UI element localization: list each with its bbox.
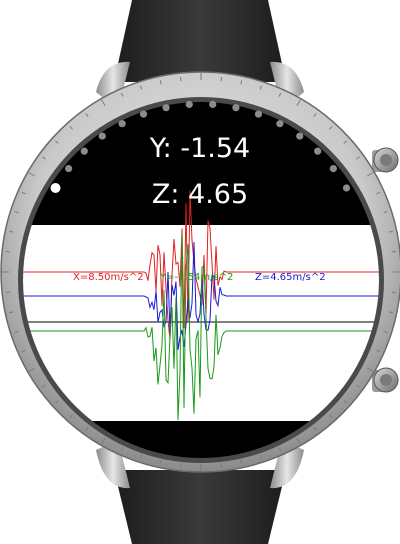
- page-dot: [65, 164, 73, 173]
- bezel-tick: [356, 156, 360, 160]
- bezel-tick: [55, 400, 59, 404]
- bezel-tick: [313, 427, 317, 431]
- bezel-tick: [101, 99, 106, 106]
- bezel-tick: [259, 454, 263, 459]
- bezel-tick: [21, 349, 26, 353]
- page-dot: [276, 120, 284, 128]
- bezel-tick: [313, 113, 317, 117]
- page-dot: [118, 120, 126, 128]
- x-series-line: [23, 190, 379, 340]
- watch-strap-bottom: [114, 470, 286, 544]
- page-dot: [342, 184, 351, 192]
- bezel-tick: [28, 172, 35, 177]
- bezel-tick: [343, 400, 347, 404]
- bezel-tick: [69, 126, 73, 130]
- page-dot: [139, 110, 148, 118]
- bezel-tick: [14, 210, 19, 214]
- bezel-tick: [14, 330, 19, 334]
- bezel-tick: [240, 459, 243, 464]
- page-dot: [314, 147, 322, 155]
- z-readout: Z: 4.65: [151, 179, 249, 210]
- watch-strap-top: [114, 0, 286, 82]
- page-dot-active: [50, 183, 61, 193]
- bezel-ticks: [2, 73, 400, 471]
- y-series-line: [23, 233, 379, 421]
- bezel-tick: [120, 447, 124, 452]
- bezel-tick: [139, 454, 143, 459]
- bezel-tick: [343, 140, 347, 144]
- bezel-tick: [329, 414, 333, 418]
- bezel-tick: [376, 349, 381, 353]
- page-dot: [329, 164, 337, 173]
- bezel-tick: [296, 438, 301, 445]
- page-indicator: [50, 100, 351, 193]
- bezel-tick: [85, 113, 89, 117]
- bezel-tick: [388, 230, 393, 233]
- bezel-tick: [21, 191, 26, 195]
- bezel-tick: [159, 459, 162, 464]
- bezel-tick: [120, 92, 124, 97]
- page-dot: [296, 132, 304, 140]
- bezel-tick: [28, 367, 35, 372]
- crown-button-top[interactable]: [372, 147, 399, 173]
- watch-lug: [270, 440, 304, 489]
- bezel-tick: [85, 427, 89, 431]
- bezel-tick: [367, 367, 374, 372]
- z-series-line: [23, 241, 379, 350]
- bezel-tick: [388, 311, 393, 314]
- bezel-tick: [55, 140, 59, 144]
- bezel-tick: [356, 384, 360, 388]
- page-dot: [98, 132, 106, 140]
- bezel-tick: [42, 384, 46, 388]
- bezel-tick: [101, 438, 106, 445]
- bezel-tick: [240, 80, 243, 85]
- page-dot: [80, 147, 88, 155]
- bezel-tick: [259, 85, 263, 90]
- bezel-tick: [278, 92, 282, 97]
- z-series-label: Z=4.65m/s^2: [255, 272, 326, 283]
- page-dot: [254, 110, 263, 118]
- page-dot: [232, 104, 240, 112]
- accel-chart: [23, 190, 379, 421]
- watch-lug: [96, 440, 130, 489]
- y-series-label: Y=-1.54m/s^2: [160, 272, 234, 283]
- page-dot: [162, 104, 170, 112]
- bezel-tick: [69, 414, 73, 418]
- crown-button-bottom[interactable]: [372, 367, 399, 393]
- x-series-label: X=8.50m/s^2: [73, 272, 144, 283]
- bezel-tick: [329, 126, 333, 130]
- bezel-tick: [383, 210, 388, 214]
- bezel-tick: [159, 80, 162, 85]
- bezel-tick: [278, 447, 282, 452]
- y-readout: Y: -1.54: [149, 133, 251, 164]
- page-dot: [185, 100, 193, 109]
- bezel-tick: [367, 172, 374, 177]
- bezel-tick: [383, 330, 388, 334]
- bezel-tick: [296, 99, 301, 106]
- bezel-tick: [42, 156, 46, 160]
- page-dot: [209, 100, 217, 109]
- bezel-tick: [376, 191, 381, 195]
- bezel-tick: [139, 85, 143, 90]
- bezel-tick: [9, 311, 14, 314]
- bezel-tick: [9, 230, 14, 233]
